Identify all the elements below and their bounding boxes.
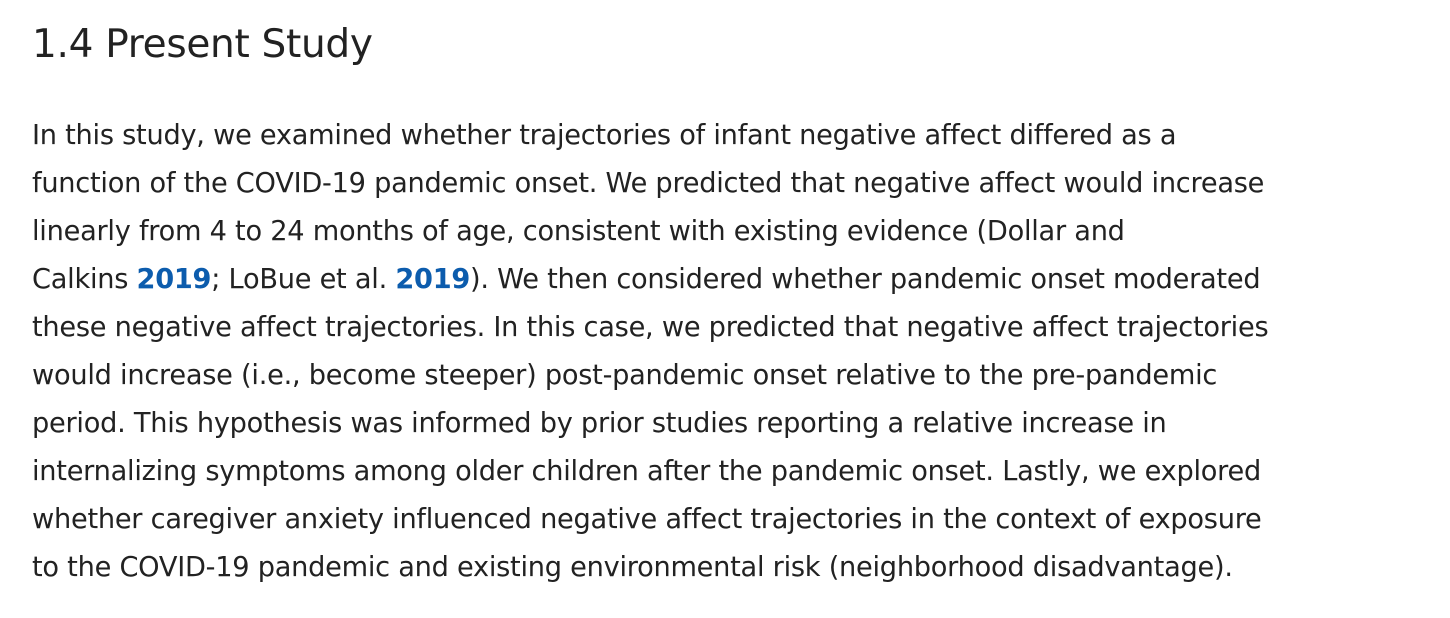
citation-link-lobue-2019[interactable]: 2019 [395,264,471,295]
paragraph-line: In this study, we examined whether traje… [32,120,1177,151]
paragraph-line: period. This hypothesis was informed by … [32,408,1167,439]
paragraph-line: whether caregiver anxiety influenced neg… [32,504,1262,535]
paragraph-line: Calkins 2019; LoBue et al. 2019). We the… [32,256,1268,304]
text-segment: ). We then considered whether pandemic o… [470,264,1261,295]
paragraph-line: function of the COVID-19 pandemic onset.… [32,168,1265,199]
body-paragraph: In this study, we examined whether traje… [32,112,1269,592]
text-segment: ; LoBue et al. [211,264,396,295]
text-segment: Calkins [32,264,137,295]
paragraph-line: these negative affect trajectories. In t… [32,312,1269,343]
paragraph-line: internalizing symptoms among older child… [32,456,1261,487]
paragraph-line: linearly from 4 to 24 months of age, con… [32,216,1125,247]
paragraph-line: to the COVID-19 pandemic and existing en… [32,552,1233,583]
citation-link-dollar-calkins-2019[interactable]: 2019 [136,264,212,295]
section-heading: 1.4 Present Study [32,22,373,67]
paragraph-line: would increase (i.e., become steeper) po… [32,360,1218,391]
